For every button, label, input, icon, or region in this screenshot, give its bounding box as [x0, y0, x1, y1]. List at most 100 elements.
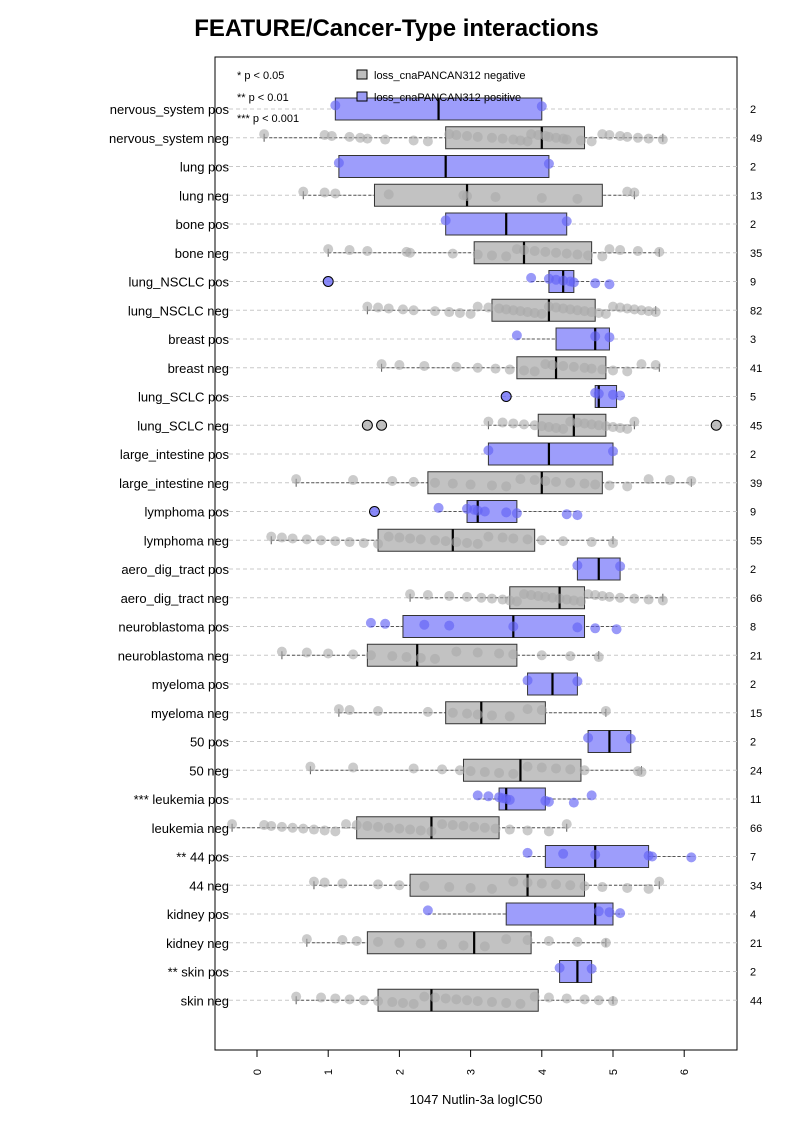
data-point [536, 762, 547, 773]
data-point [405, 247, 416, 258]
count-label: 66 [750, 593, 762, 605]
data-point [519, 245, 529, 256]
data-point [536, 101, 547, 112]
data-point [501, 481, 512, 492]
outlier-point [322, 276, 334, 287]
count-label: 45 [750, 420, 762, 432]
data-point [536, 192, 547, 203]
x-axis: 0 1 2 3 4 5 6 [252, 1050, 691, 1075]
box [559, 960, 593, 983]
data-point [430, 653, 440, 664]
data-point [486, 593, 497, 604]
significance-key-3: *** p < 0.001 [237, 113, 299, 125]
x-tick-label: 0 [252, 1069, 264, 1075]
data-point [529, 366, 540, 377]
data-point [259, 129, 270, 140]
data-point [383, 189, 394, 200]
box [487, 442, 614, 466]
data-point [337, 878, 348, 889]
data-point [543, 992, 554, 1003]
data-point [387, 651, 398, 662]
data-point [604, 907, 615, 918]
data-point [465, 308, 476, 319]
category-label: kidney neg [166, 936, 229, 951]
data-point [387, 475, 398, 486]
data-point [636, 767, 647, 778]
data-point [433, 502, 444, 513]
outlier-point [376, 419, 388, 431]
data-point [579, 994, 590, 1005]
data-point [504, 794, 515, 805]
data-point [287, 822, 298, 833]
data-point [479, 506, 490, 517]
data-point [298, 823, 309, 834]
data-point [472, 131, 483, 142]
data-point [536, 878, 547, 889]
data-point [444, 307, 455, 318]
box [373, 183, 603, 207]
data-point [437, 819, 448, 830]
data-point [568, 277, 579, 288]
data-point [348, 475, 359, 486]
data-point [344, 245, 355, 256]
data-point [437, 939, 448, 950]
data-point [415, 825, 426, 836]
data-point [483, 445, 494, 456]
count-label: 41 [750, 363, 762, 375]
data-point [330, 100, 341, 111]
data-point [551, 879, 562, 890]
data-point [583, 732, 594, 743]
data-point [664, 475, 675, 486]
category-label: lymphoma pos [144, 505, 229, 520]
data-point [486, 250, 497, 261]
category-label: neuroblastoma pos [118, 620, 229, 635]
category-label: 44 neg [189, 878, 229, 893]
data-point [358, 995, 369, 1006]
data-point [472, 647, 483, 658]
data-point [472, 538, 483, 549]
data-point [430, 992, 440, 1003]
data-point [351, 820, 362, 831]
x-tick-label: 5 [608, 1069, 620, 1075]
count-label: 5 [750, 392, 756, 404]
data-point [483, 531, 494, 542]
data-point [469, 821, 480, 832]
count-label: 39 [750, 478, 762, 490]
count-labels: 2492132359823415452399552668212152241166… [750, 104, 762, 1007]
data-point [308, 876, 319, 887]
chart-title: FEATURE/Cancer-Type interactions [194, 15, 599, 42]
data-point [301, 934, 312, 945]
data-point [572, 560, 583, 571]
data-point [561, 248, 572, 259]
category-label: skin neg [181, 993, 229, 1008]
data-point [291, 474, 302, 485]
data-point [504, 824, 515, 835]
data-point [501, 507, 512, 518]
data-point [586, 537, 597, 548]
data-point [341, 819, 351, 830]
count-label: 2 [750, 967, 756, 979]
data-point [422, 136, 433, 147]
count-label: 44 [750, 995, 762, 1007]
points [227, 100, 722, 1009]
data-point [522, 675, 533, 686]
data-point [444, 882, 455, 893]
legend-label-positive: loss_cnaPANCAN312 positive [374, 92, 521, 104]
category-label: leukemia neg [152, 821, 229, 836]
category-label: ** 44 pos [176, 850, 229, 865]
data-point [362, 245, 373, 256]
x-tick-label: 6 [679, 1069, 691, 1075]
data-point [486, 132, 497, 143]
data-point [344, 537, 355, 548]
category-label: large_intestine neg [119, 476, 229, 491]
data-point [419, 991, 430, 1002]
data-point [497, 417, 508, 428]
data-point [593, 388, 604, 399]
data-point [444, 620, 455, 631]
data-point [472, 362, 483, 373]
data-point [405, 824, 416, 835]
data-point [529, 475, 540, 486]
data-point [629, 416, 640, 427]
data-point [447, 478, 458, 489]
x-axis-label: 1047 Nutlin-3a logIC50 [410, 1092, 543, 1107]
